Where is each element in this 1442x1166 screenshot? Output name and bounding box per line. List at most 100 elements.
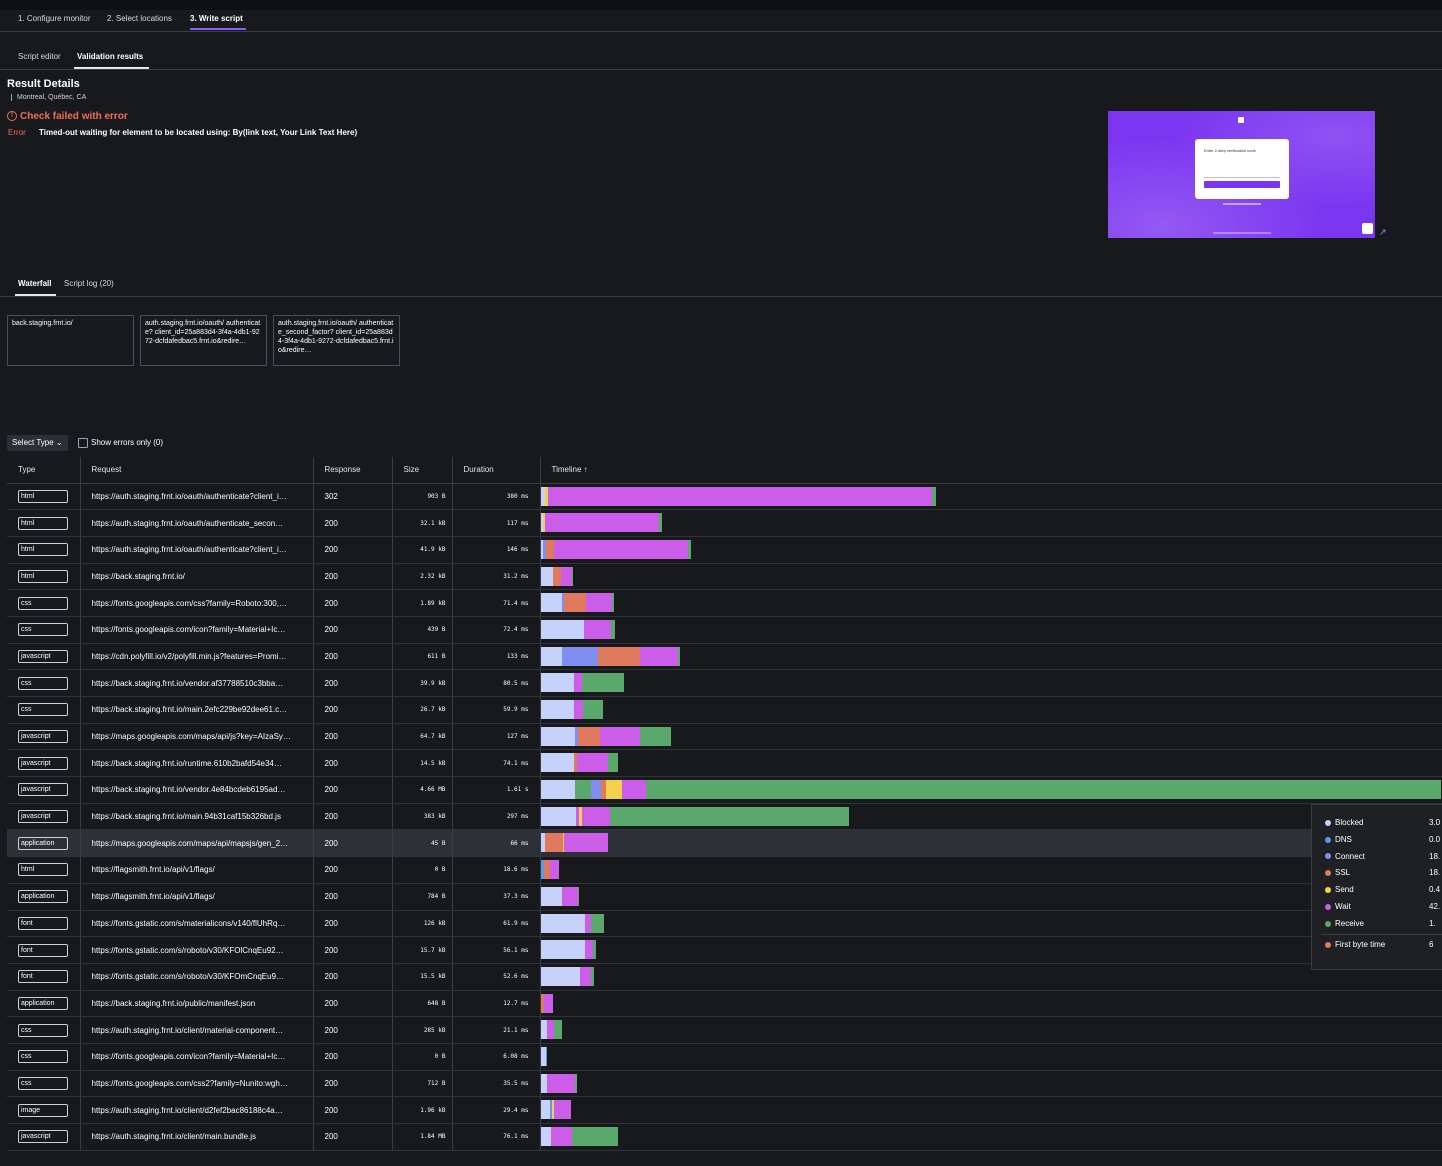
step-write-script[interactable]: 3. Write script [190, 14, 243, 23]
timeline-segment-wait [560, 566, 572, 586]
timeline-cell[interactable] [540, 963, 1442, 991]
tab-waterfall[interactable]: Waterfall [18, 279, 52, 288]
timeline-segment-blocked [540, 833, 545, 853]
request-url[interactable]: https://cdn.polyfill.io/v2/polyfill.min.… [80, 643, 314, 671]
request-url[interactable]: https://fonts.gstatic.com/s/roboto/v30/K… [80, 963, 314, 991]
request-url[interactable]: https://back.staging.frnt.io/main.94b31c… [80, 803, 314, 831]
timeline-cell[interactable] [540, 910, 1442, 938]
timeline-cell[interactable] [540, 483, 1442, 511]
timeline-cell[interactable] [540, 1123, 1442, 1151]
request-url[interactable]: https://back.staging.frnt.io/main.2efc22… [80, 696, 314, 724]
timeline-cell[interactable] [540, 776, 1442, 804]
step-configure-monitor[interactable]: 1. Configure monitor [18, 14, 91, 23]
timeline-cell[interactable] [540, 589, 1442, 617]
table-row[interactable]: html https://auth.staging.frnt.io/oauth/a… [7, 536, 1442, 564]
table-row[interactable]: javascript https://back.staging.frnt.io/r… [7, 749, 1442, 778]
table-row[interactable]: css https://fonts.googleapis.com/css?fami… [7, 589, 1442, 617]
table-row[interactable]: image https://auth.staging.frnt.io/client… [7, 1096, 1442, 1124]
table-row[interactable]: font https://fonts.gstatic.com/s/material… [7, 910, 1442, 938]
request-url[interactable]: https://maps.googleapis.com/maps/api/map… [80, 829, 314, 858]
column-size[interactable]: Size [392, 457, 453, 484]
request-url[interactable]: https://fonts.googleapis.com/css?family=… [80, 589, 314, 617]
table-row[interactable]: font https://fonts.gstatic.com/s/roboto/v… [7, 936, 1442, 964]
table-row[interactable]: css https://fonts.googleapis.com/css2?fam… [7, 1070, 1442, 1098]
timeline-cell[interactable] [540, 723, 1442, 751]
timeline-cell[interactable] [540, 856, 1442, 884]
timeline-cell[interactable] [540, 936, 1442, 964]
table-row[interactable]: javascript https://back.staging.frnt.io/m… [7, 803, 1442, 831]
timeline-cell[interactable] [540, 509, 1442, 537]
request-url[interactable]: https://fonts.googleapis.com/icon?family… [80, 616, 314, 644]
timeline-cell[interactable] [540, 643, 1442, 671]
table-row[interactable]: css https://back.staging.frnt.io/vendor.a… [7, 669, 1442, 697]
request-url[interactable]: https://auth.staging.frnt.io/oauth/authe… [80, 509, 314, 537]
step-select-locations[interactable]: 2. Select locations [107, 14, 172, 23]
timeline-cell[interactable] [540, 829, 1442, 858]
column-response[interactable]: Response [313, 457, 393, 484]
table-row[interactable]: css https://back.staging.frnt.io/main.2ef… [7, 696, 1442, 724]
column-type[interactable]: Type [7, 457, 81, 484]
tab-script-log[interactable]: Script log (20) [64, 279, 114, 288]
request-url[interactable]: https://auth.staging.frnt.io/client/d2fe… [80, 1096, 314, 1124]
table-row[interactable]: font https://fonts.gstatic.com/s/roboto/v… [7, 963, 1442, 991]
table-row[interactable]: javascript https://cdn.polyfill.io/v2/pol… [7, 643, 1442, 671]
table-row[interactable]: application https://maps.googleapis.com/m… [7, 829, 1442, 858]
tab-validation-results[interactable]: Validation results [77, 52, 144, 61]
request-url[interactable]: https://fonts.gstatic.com/s/roboto/v30/K… [80, 936, 314, 964]
failure-screenshot[interactable]: Enter 2-step verification code [1108, 111, 1375, 238]
timeline-cell[interactable] [540, 1016, 1442, 1044]
timeline-cell[interactable] [540, 749, 1442, 778]
table-row[interactable]: javascript https://auth.staging.frnt.io/c… [7, 1123, 1442, 1151]
table-row[interactable]: application https://flagsmith.frnt.io/api… [7, 883, 1442, 911]
timeline-segment-blocked [540, 913, 585, 933]
table-row[interactable]: javascript https://back.staging.frnt.io/v… [7, 776, 1442, 804]
page-card[interactable]: back.staging.frnt.io/ [7, 315, 134, 366]
table-row[interactable]: html https://auth.staging.frnt.io/oauth/a… [7, 483, 1442, 511]
request-url[interactable]: https://flagsmith.frnt.io/api/v1/flags/ [80, 883, 314, 911]
request-url[interactable]: https://back.staging.frnt.io/public/mani… [80, 990, 314, 1018]
response-size: 784 B [392, 883, 453, 911]
timeline-cell[interactable] [540, 536, 1442, 564]
timeline-cell[interactable] [540, 1096, 1442, 1124]
select-type-dropdown[interactable]: Select Type ⌄ [7, 435, 68, 451]
page-card[interactable]: auth.staging.frnt.io/oauth/ authenticate… [140, 315, 267, 366]
external-link-icon[interactable]: ↗ [1379, 227, 1387, 237]
request-url[interactable]: https://flagsmith.frnt.io/api/v1/flags/ [80, 856, 314, 884]
table-row[interactable]: html https://flagsmith.frnt.io/api/v1/fla… [7, 856, 1442, 884]
request-url[interactable]: https://back.staging.frnt.io/vendor.af37… [80, 669, 314, 697]
timeline-cell[interactable] [540, 1043, 1442, 1071]
timeline-cell[interactable] [540, 696, 1442, 724]
column-request[interactable]: Request [80, 457, 314, 484]
request-url[interactable]: https://maps.googleapis.com/maps/api/js?… [80, 723, 314, 751]
table-row[interactable]: css https://fonts.googleapis.com/icon?fam… [7, 616, 1442, 644]
show-errors-checkbox[interactable] [78, 438, 88, 448]
table-row[interactable]: html https://auth.staging.frnt.io/oauth/a… [7, 509, 1442, 537]
request-url[interactable]: https://back.staging.frnt.io/ [80, 563, 314, 591]
table-row[interactable]: javascript https://maps.googleapis.com/ma… [7, 723, 1442, 751]
timeline-cell[interactable] [540, 563, 1442, 591]
request-url[interactable]: https://auth.staging.frnt.io/oauth/authe… [80, 536, 314, 564]
timeline-cell[interactable] [540, 1070, 1442, 1098]
request-url[interactable]: https://fonts.gstatic.com/s/materialicon… [80, 910, 314, 938]
timeline-cell[interactable] [540, 803, 1442, 831]
table-row[interactable]: css https://fonts.googleapis.com/icon?fam… [7, 1043, 1442, 1071]
request-url[interactable]: https://auth.staging.frnt.io/client/main… [80, 1123, 314, 1151]
page-card[interactable]: auth.staging.frnt.io/oauth/ authenticate… [273, 315, 400, 366]
request-url[interactable]: https://auth.staging.frnt.io/oauth/authe… [80, 483, 314, 511]
timeline-cell[interactable] [540, 990, 1442, 1018]
request-url[interactable]: https://back.staging.frnt.io/runtime.610… [80, 749, 314, 778]
request-url[interactable]: https://fonts.googleapis.com/icon?family… [80, 1043, 314, 1071]
column-duration[interactable]: Duration [452, 457, 541, 484]
timeline-cell[interactable] [540, 883, 1442, 911]
timeline-cell[interactable] [540, 669, 1442, 697]
tab-script-editor[interactable]: Script editor [18, 52, 61, 61]
column-timeline[interactable]: Timeline ↑ [540, 457, 1442, 484]
request-url[interactable]: https://auth.staging.frnt.io/client/mate… [80, 1016, 314, 1044]
table-row[interactable]: application https://back.staging.frnt.io/… [7, 990, 1442, 1018]
legend-item: Blocked [1325, 818, 1363, 827]
timeline-cell[interactable] [540, 616, 1442, 644]
request-url[interactable]: https://back.staging.frnt.io/vendor.4e84… [80, 776, 314, 804]
request-url[interactable]: https://fonts.googleapis.com/css2?family… [80, 1070, 314, 1098]
table-row[interactable]: html https://back.staging.frnt.io/200 2.32… [7, 563, 1442, 591]
table-row[interactable]: css https://auth.staging.frnt.io/client/m… [7, 1016, 1442, 1044]
